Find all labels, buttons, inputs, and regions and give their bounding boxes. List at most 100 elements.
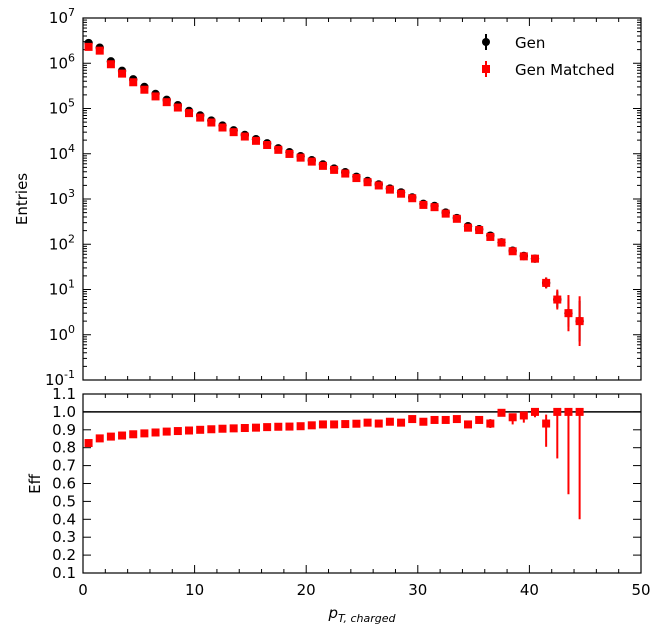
top-y-tick-label: 10-1: [45, 368, 75, 389]
point-efficiency: [106, 432, 115, 441]
point-efficiency: [151, 428, 160, 437]
marker-gen-matched: [475, 226, 484, 235]
marker-gen-matched: [95, 46, 104, 55]
point-efficiency: [84, 439, 93, 448]
bottom-y-tick-label: 0.4: [52, 510, 76, 528]
top-y-tick-label: 102: [49, 232, 75, 253]
top-y-tick-label: 107: [49, 6, 75, 27]
point-gen-matched: [162, 98, 171, 107]
marker-efficiency: [140, 429, 149, 438]
marker-efficiency: [363, 418, 372, 427]
marker-efficiency: [330, 420, 339, 429]
marker-efficiency: [185, 426, 194, 435]
legend-entry-gen: Gen: [482, 34, 545, 52]
marker-efficiency: [519, 411, 528, 420]
bottom-y-axis-label: Eff: [26, 473, 44, 493]
top-panel: 10-1 100 101 102 103 104 105 106 107 Entries Gen…: [13, 6, 642, 389]
bottom-y-tick-label: 0.2: [52, 546, 76, 564]
legend-gen-marker: [482, 38, 490, 46]
point-gen-matched: [452, 214, 461, 223]
bottom-y-tick-label: 0.6: [52, 475, 76, 493]
point-gen-matched: [318, 161, 327, 170]
legend: Gen Gen Matched: [482, 34, 615, 79]
point-gen-matched: [330, 165, 339, 174]
point-efficiency: [173, 427, 182, 436]
marker-efficiency: [464, 420, 473, 429]
marker-gen-matched: [575, 317, 584, 326]
point-efficiency: [95, 434, 104, 443]
point-gen-matched: [240, 132, 249, 141]
marker-gen-matched: [363, 178, 372, 187]
marker-gen-matched: [497, 238, 506, 247]
marker-gen-matched: [530, 254, 539, 263]
marker-gen-matched: [106, 60, 115, 69]
point-efficiency: [397, 418, 406, 427]
point-efficiency: [296, 422, 305, 431]
point-efficiency: [218, 424, 227, 433]
point-gen-matched: [285, 149, 294, 158]
marker-gen-matched: [251, 136, 260, 145]
marker-efficiency: [441, 415, 450, 424]
marker-gen-matched: [553, 295, 562, 304]
point-efficiency: [486, 419, 495, 429]
marker-gen-matched: [140, 85, 149, 94]
point-efficiency: [240, 424, 249, 433]
bottom-data-marks: [84, 407, 584, 520]
top-y-tick-label: 100: [49, 323, 75, 344]
marker-efficiency: [162, 427, 171, 436]
marker-efficiency: [307, 421, 316, 430]
bottom-y-tick-label: 0.7: [52, 457, 76, 475]
top-y-tick-label: 105: [49, 97, 75, 118]
marker-gen-matched: [397, 189, 406, 198]
point-gen-matched: [352, 174, 361, 183]
bottom-y-tick-label: 0.9: [52, 421, 76, 439]
point-gen-matched: [263, 141, 272, 150]
top-y-tick-label: 104: [49, 142, 75, 163]
marker-gen-matched: [129, 78, 138, 87]
point-efficiency: [330, 420, 339, 429]
marker-efficiency: [274, 422, 283, 431]
marker-gen-matched: [385, 185, 394, 194]
point-efficiency: [251, 423, 260, 432]
marker-efficiency: [296, 422, 305, 431]
point-gen-matched: [374, 181, 383, 190]
marker-efficiency: [452, 415, 461, 424]
point-gen-matched: [497, 238, 506, 247]
top-ticks: [82, 17, 642, 381]
marker-gen-matched: [307, 157, 316, 166]
marker-gen-matched: [430, 203, 439, 212]
marker-efficiency: [542, 419, 551, 428]
marker-gen-matched: [151, 92, 160, 101]
legend-gen-label: Gen: [515, 34, 545, 52]
point-efficiency: [408, 415, 417, 424]
marker-efficiency: [318, 420, 327, 429]
bottom-y-tick-label: 0.8: [52, 439, 76, 457]
marker-efficiency: [530, 407, 539, 416]
point-efficiency: [430, 415, 439, 424]
marker-efficiency: [196, 425, 205, 434]
point-efficiency: [475, 415, 484, 424]
point-efficiency: [385, 417, 394, 426]
point-gen-matched: [118, 69, 127, 78]
x-tick-label: 40: [520, 581, 539, 599]
point-gen-matched: [196, 113, 205, 122]
bottom-y-tick-label: 0.5: [52, 492, 76, 510]
point-efficiency: [419, 417, 428, 426]
bottom-y-tick-label: 0.1: [52, 564, 76, 582]
marker-efficiency: [84, 439, 93, 448]
point-efficiency: [285, 422, 294, 431]
marker-efficiency: [397, 418, 406, 427]
point-gen-matched: [173, 103, 182, 112]
top-tick-labels: 10-1 100 101 102 103 104 105 106 107: [45, 6, 75, 389]
legend-gen-matched-label: Gen Matched: [515, 61, 615, 79]
marker-gen-matched: [419, 200, 428, 209]
point-gen-matched: [251, 136, 260, 145]
marker-efficiency: [475, 415, 484, 424]
marker-efficiency: [207, 425, 216, 434]
point-efficiency: [318, 420, 327, 429]
point-gen-matched: [542, 277, 551, 289]
point-efficiency: [229, 424, 238, 433]
point-gen-matched: [185, 109, 194, 118]
marker-gen-matched: [173, 103, 182, 112]
point-efficiency: [118, 431, 127, 440]
